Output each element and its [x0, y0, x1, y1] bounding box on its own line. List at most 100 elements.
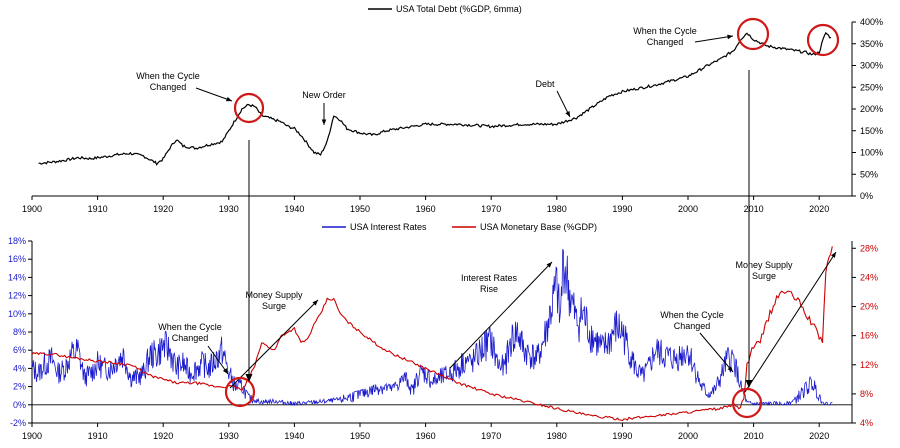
- interest-rates-series-line: [31, 249, 833, 407]
- bottom-left-y-tick-label: 6%: [13, 345, 26, 355]
- monetary-base-series-line: [31, 246, 833, 422]
- top-x-tick-label: 1910: [88, 204, 108, 214]
- debt-series-line: [38, 31, 832, 166]
- bottom-x-tick-label: 1900: [22, 431, 42, 441]
- bottom-arrow-interest-rates-rise-head: [546, 262, 552, 268]
- bottom-left-y-tick-label: 4%: [13, 363, 26, 373]
- top-arrow-cycle-2009-head: [727, 34, 733, 40]
- bottom-x-tick-label: 1910: [88, 431, 108, 441]
- top-annotation-cycle-1930s: When the Cycle: [136, 71, 200, 81]
- top-annotation-new-order: New Order: [302, 90, 346, 100]
- bottom-x-tick-label: 2020: [809, 431, 829, 441]
- callout-circle-top-1930s: [233, 92, 265, 124]
- top-y-tick-label: 200%: [860, 104, 883, 114]
- legend-label-debt: USA Total Debt (%GDP, 6mma): [396, 4, 522, 14]
- bottom-annotation-money-surge-2009: Surge: [752, 271, 776, 281]
- bottom-chart-rates-and-base: 1900 1910 1920 1930 1940 1950 1960 1970 1980 1990…: [8, 222, 878, 441]
- bottom-chart-right-y-tick-labels: 4% 8% 12% 16% 20% 24% 28%: [852, 243, 878, 428]
- bottom-arrow-money-surge-1930s-head: [312, 300, 318, 306]
- bottom-annotation-cycle-1930s: When the Cycle: [158, 322, 222, 332]
- bottom-right-y-tick-label: 4%: [860, 418, 873, 428]
- bottom-annotation-money-surge-2009: Money Supply: [735, 260, 793, 270]
- top-arrow-new-order-head: [321, 119, 327, 125]
- top-x-tick-label: 1950: [350, 204, 370, 214]
- bottom-right-y-tick-label: 20%: [860, 302, 878, 312]
- connector-1930s-head: [245, 374, 253, 382]
- bottom-right-y-tick-label: 8%: [860, 389, 873, 399]
- bottom-arrow-cycle-2009: [699, 332, 734, 373]
- top-arrow-debt-head: [565, 111, 570, 117]
- bottom-x-tick-label: 2000: [678, 431, 698, 441]
- bottom-arrow-cycle-1930s-head: [222, 368, 228, 374]
- bottom-annotation-interest-rates-rise: Interest Rates: [461, 273, 518, 283]
- top-chart-legend: USA Total Debt (%GDP, 6mma): [368, 4, 522, 14]
- top-x-tick-label: 1980: [547, 204, 567, 214]
- top-x-tick-label: 1970: [481, 204, 501, 214]
- top-y-tick-label: 0%: [860, 191, 873, 201]
- bottom-arrow-interest-rates-rise: [449, 261, 553, 369]
- top-x-tick-label: 2000: [678, 204, 698, 214]
- bottom-right-y-tick-label: 16%: [860, 331, 878, 341]
- bottom-right-y-tick-label: 12%: [860, 360, 878, 370]
- bottom-right-y-tick-label: 24%: [860, 272, 878, 282]
- top-arrow-cycle-2009: [694, 35, 734, 43]
- bottom-left-y-tick-label: 12%: [8, 291, 26, 301]
- bottom-chart-series: [31, 246, 833, 422]
- callout-circle-top-2009: [736, 17, 770, 51]
- top-arrow-cycle-1930s-head: [226, 96, 232, 102]
- bottom-annotation-cycle-2009: Changed: [674, 321, 711, 331]
- top-x-tick-label: 1900: [22, 204, 42, 214]
- callout-circle-top-2021: [806, 23, 840, 57]
- bottom-x-tick-label: 1990: [612, 431, 632, 441]
- bottom-annotation-money-surge-1930s: Surge: [262, 301, 286, 311]
- bottom-left-y-tick-label: 0%: [13, 400, 26, 410]
- top-y-tick-label: 300%: [860, 61, 883, 71]
- top-annotation-cycle-1930s: Changed: [150, 82, 187, 92]
- bottom-arrow-cycle-2009-head: [727, 366, 733, 372]
- connector-2009-head: [745, 380, 753, 388]
- bottom-annotation-cycle-2009: When the Cycle: [660, 310, 724, 320]
- top-x-tick-label: 1960: [416, 204, 436, 214]
- legend-label-monetary-base: USA Monetary Base (%GDP): [480, 222, 597, 232]
- bottom-arrow-money-surge-2009: [744, 251, 837, 393]
- top-chart-y-tick-labels: 0% 50% 100% 150% 200% 250% 300% 350% 400%: [852, 17, 883, 201]
- top-x-tick-label: 1940: [284, 204, 304, 214]
- callout-circle-bottom-1930s: [224, 376, 256, 408]
- bottom-arrow-money-surge-2009-head: [831, 252, 836, 258]
- bottom-x-tick-label: 1950: [350, 431, 370, 441]
- bottom-left-y-tick-label: 16%: [8, 254, 26, 264]
- bottom-left-y-tick-label: 14%: [8, 272, 26, 282]
- bottom-x-tick-label: 1960: [416, 431, 436, 441]
- top-chart-debt: 1900 1910 1920 1930 1940 1950 1960 1970 1980 1990…: [22, 4, 883, 214]
- bottom-x-tick-label: 2010: [744, 431, 764, 441]
- bottom-arrow-cycle-1930s: [207, 345, 229, 375]
- top-x-tick-label: 2020: [809, 204, 829, 214]
- bottom-left-y-tick-label: -2%: [10, 418, 26, 428]
- bottom-left-y-tick-label: 8%: [13, 327, 26, 337]
- bottom-chart-x-tick-labels: 1900 1910 1920 1930 1940 1950 1960 1970 1980 1990…: [22, 423, 829, 441]
- bottom-x-tick-label: 1970: [481, 431, 501, 441]
- top-x-tick-label: 1930: [219, 204, 239, 214]
- bottom-chart-legend: USA Interest Rates USA Monetary Base (%GD…: [322, 222, 597, 232]
- top-y-tick-label: 400%: [860, 17, 883, 27]
- bottom-annotation-cycle-1930s: Changed: [172, 333, 209, 343]
- top-x-tick-label: 1990: [612, 204, 632, 214]
- top-arrow-cycle-1930s: [195, 87, 233, 102]
- top-chart-x-tick-labels: 1900 1910 1920 1930 1940 1950 1960 1970 1980 1990…: [22, 196, 829, 214]
- bottom-left-y-tick-label: 2%: [13, 382, 26, 392]
- bottom-chart-left-y-tick-labels: -2% 0% 2% 4% 6% 8% 10% 12% 14% 16% 18%: [8, 236, 32, 428]
- cycle-change-callouts: [224, 17, 840, 419]
- bottom-x-tick-label: 1930: [219, 431, 239, 441]
- bottom-x-tick-label: 1940: [284, 431, 304, 441]
- top-annotation-cycle-2009: When the Cycle: [633, 26, 697, 36]
- top-y-tick-label: 250%: [860, 82, 883, 92]
- bottom-right-y-tick-label: 28%: [860, 243, 878, 253]
- callout-circle-bottom-2009: [731, 387, 763, 419]
- bottom-arrow-money-surge-1930s: [229, 299, 319, 389]
- top-y-tick-label: 100%: [860, 148, 883, 158]
- bottom-x-tick-label: 1920: [153, 431, 173, 441]
- top-y-tick-label: 350%: [860, 39, 883, 49]
- bottom-left-y-tick-label: 18%: [8, 236, 26, 246]
